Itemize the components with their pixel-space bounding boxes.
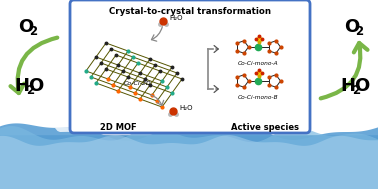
Text: Active species: Active species xyxy=(231,123,299,132)
Text: 2: 2 xyxy=(29,25,37,38)
Polygon shape xyxy=(0,135,378,189)
FancyArrowPatch shape xyxy=(214,86,218,92)
Bar xyxy=(0,0,378,134)
Text: Co-Ci-mono-B: Co-Ci-mono-B xyxy=(238,95,278,100)
Polygon shape xyxy=(144,123,216,129)
Text: H₂O: H₂O xyxy=(179,105,192,111)
Text: 2: 2 xyxy=(352,84,360,98)
FancyArrowPatch shape xyxy=(321,43,367,98)
FancyBboxPatch shape xyxy=(70,0,310,133)
Text: 2D MOF: 2D MOF xyxy=(100,123,136,132)
Polygon shape xyxy=(0,123,378,189)
Text: H: H xyxy=(14,77,29,95)
Text: 2: 2 xyxy=(355,25,363,38)
Polygon shape xyxy=(316,123,364,127)
FancyArrowPatch shape xyxy=(11,38,57,93)
FancyArrowPatch shape xyxy=(151,95,164,105)
Text: Co-Ci-mono-A: Co-Ci-mono-A xyxy=(238,61,278,66)
Text: H: H xyxy=(341,77,355,95)
Text: H₂O: H₂O xyxy=(169,15,183,21)
Polygon shape xyxy=(55,127,115,132)
Text: O: O xyxy=(344,18,359,36)
Text: Crystal-to-crystal transformation: Crystal-to-crystal transformation xyxy=(109,7,271,16)
FancyArrowPatch shape xyxy=(214,46,218,53)
Polygon shape xyxy=(0,126,378,189)
Bar xyxy=(0,129,378,189)
Polygon shape xyxy=(235,129,290,134)
Text: O: O xyxy=(28,77,43,95)
Text: 2: 2 xyxy=(26,84,34,98)
Text: O: O xyxy=(19,18,34,36)
FancyArrowPatch shape xyxy=(152,27,163,41)
Text: O: O xyxy=(355,77,370,95)
Text: Co-Ci-2D: Co-Ci-2D xyxy=(124,81,152,86)
